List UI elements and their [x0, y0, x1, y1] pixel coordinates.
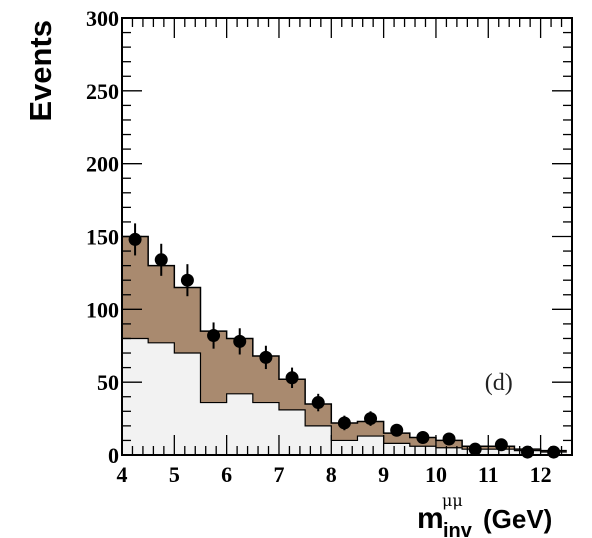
- x-axis-label: m μμ inv (GeV): [417, 491, 552, 538]
- x-tick-label: 7: [273, 462, 284, 487]
- y-tick-label: 250: [86, 79, 119, 104]
- x-axis-label-unit: (GeV): [483, 504, 552, 534]
- data-point: [154, 253, 168, 267]
- data-point: [364, 412, 378, 426]
- data-point: [259, 350, 273, 364]
- x-tick-label: 10: [425, 462, 447, 487]
- x-axis-label-main: m: [417, 502, 444, 535]
- panel-label: (d): [485, 370, 513, 396]
- y-tick-label: 300: [86, 6, 119, 31]
- x-tick-label: 12: [530, 462, 552, 487]
- x-axis-label-subscript: inv: [443, 520, 473, 538]
- data-point: [416, 431, 430, 445]
- data-point: [128, 232, 142, 246]
- x-tick-label: 4: [117, 462, 128, 487]
- x-axis-label-superscript: μμ: [442, 491, 463, 510]
- axis-ticks: 4 5 6 7 8 9 10 11 12 0 50 100 150 200 250 300: [86, 6, 573, 487]
- x-tick-label: 9: [378, 462, 389, 487]
- y-tick-label: 150: [86, 225, 119, 250]
- x-tick-label: 8: [326, 462, 337, 487]
- series-background-fill: [122, 338, 567, 455]
- data-point: [207, 329, 221, 343]
- data-point: [233, 334, 247, 348]
- y-axis-label: Events: [23, 20, 58, 122]
- x-tick-label: 5: [169, 462, 180, 487]
- data-point: [390, 423, 404, 437]
- data-point: [521, 445, 535, 459]
- y-tick-label: 0: [108, 443, 119, 468]
- data-point: [311, 396, 325, 410]
- data-point: [494, 438, 508, 452]
- y-tick-label: 100: [86, 297, 119, 322]
- x-tick-label: 11: [478, 462, 499, 487]
- data-point: [180, 273, 194, 287]
- y-tick-label: 50: [97, 370, 119, 395]
- data-point: [547, 445, 561, 459]
- y-tick-label: 200: [86, 152, 119, 177]
- data-point: [468, 442, 482, 456]
- data-point: [285, 371, 299, 385]
- data-point: [442, 432, 456, 446]
- plot-area: [122, 223, 567, 459]
- data-point: [337, 416, 351, 430]
- x-tick-label: 6: [221, 462, 232, 487]
